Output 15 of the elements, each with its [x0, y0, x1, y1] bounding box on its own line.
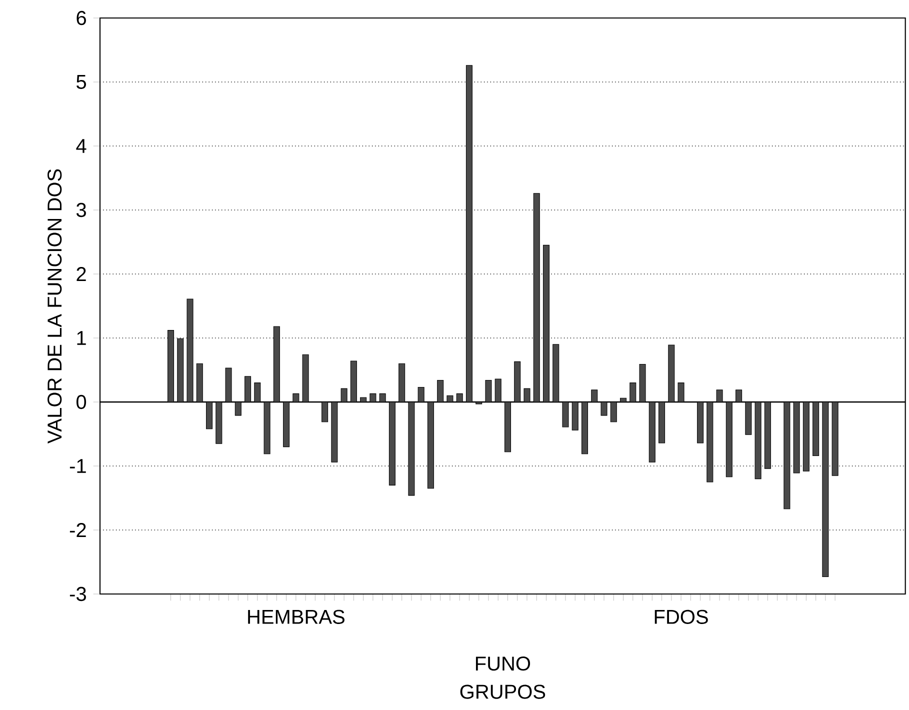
y-tick-label: 1: [77, 331, 86, 345]
y-tick-label: -1: [70, 459, 86, 473]
y-tick-label: 0: [76, 394, 86, 410]
y-tick-label: -3: [70, 586, 86, 602]
text: FUNO: [476, 656, 530, 671]
y-tick-label: 4: [76, 139, 86, 153]
y-tick-label: 2: [76, 267, 86, 281]
x-tick-label: FDOS: [654, 610, 708, 624]
y-tick-label: 3: [76, 202, 86, 218]
y-tick-label: 5: [76, 75, 86, 89]
y-tick-label: -2: [70, 523, 86, 537]
y-tick-label: 6: [76, 10, 86, 26]
x-axis-title: GRUPOS: [460, 684, 546, 699]
x-tick-label: HEMBRAS: [248, 610, 344, 624]
y-axis-title: VALOR DE LA FUNCION DOS: [48, 169, 62, 444]
